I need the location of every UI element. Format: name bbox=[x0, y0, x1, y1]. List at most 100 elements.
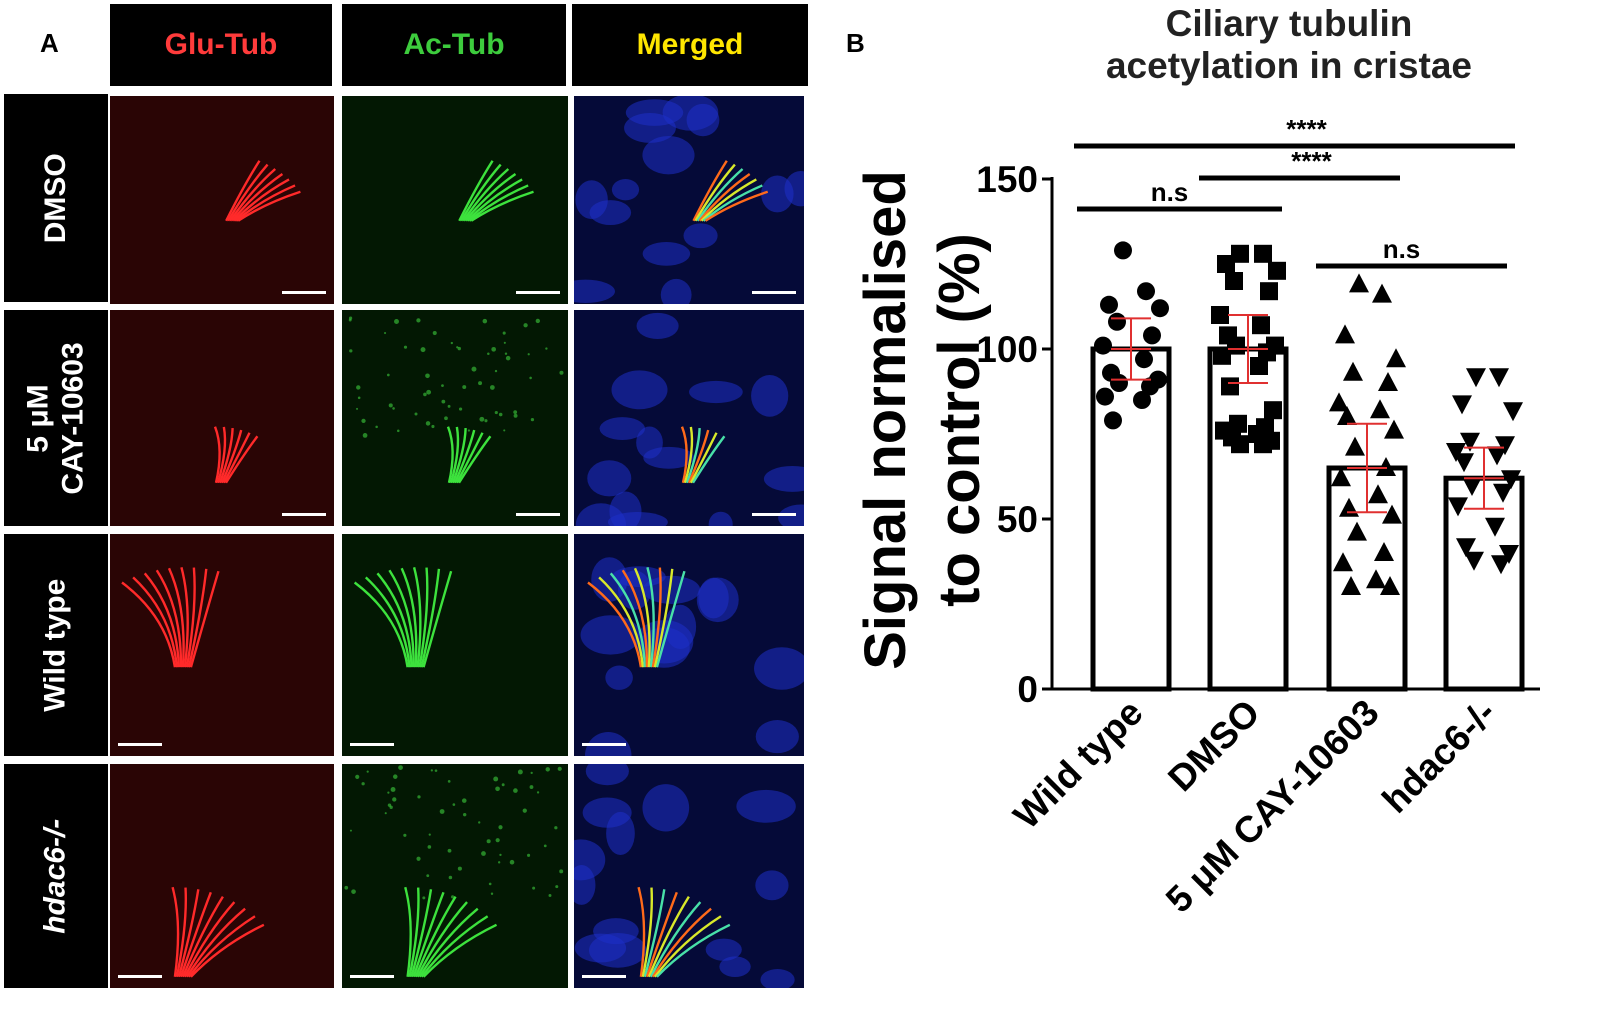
panel-a-letter: A bbox=[40, 28, 59, 58]
micrograph-r2-c3 bbox=[574, 310, 804, 526]
data-point bbox=[1141, 377, 1159, 396]
data-point bbox=[1231, 244, 1249, 263]
row-header-line-2: CAY-10603 bbox=[56, 341, 89, 495]
data-point bbox=[1213, 346, 1231, 365]
bar-2 bbox=[1207, 346, 1289, 692]
data-point bbox=[1372, 283, 1392, 303]
data-point bbox=[1380, 576, 1400, 595]
data-points bbox=[1094, 241, 1523, 595]
row-header-hdac6: hdac6-/- bbox=[4, 764, 108, 988]
data-point bbox=[1335, 324, 1355, 344]
row-header-line-1: 5 μM bbox=[21, 383, 55, 453]
data-point bbox=[1217, 255, 1235, 273]
data-point bbox=[1386, 348, 1406, 368]
row-header-label: hdac6-/- bbox=[38, 818, 72, 934]
data-point bbox=[1211, 306, 1229, 324]
scale-bar bbox=[752, 291, 796, 294]
y-ticks: 0 50 100 150 bbox=[976, 159, 1052, 710]
data-point bbox=[1464, 551, 1484, 571]
x-tick-label: Wild type bbox=[1006, 692, 1151, 837]
y-tick-label: 100 bbox=[976, 329, 1038, 370]
data-point bbox=[1349, 273, 1369, 293]
row-header-label: 5 μM CAY-10603 bbox=[22, 342, 91, 494]
data-point bbox=[1254, 435, 1272, 454]
data-point bbox=[1135, 350, 1153, 369]
micrograph-r1-c3 bbox=[574, 96, 804, 304]
data-point bbox=[1491, 555, 1511, 575]
x-tick-label: DMSO bbox=[1160, 692, 1267, 799]
micrograph-r2-c1 bbox=[110, 310, 334, 526]
data-point bbox=[1110, 374, 1128, 392]
row-header-wild-type: Wild type bbox=[4, 534, 108, 756]
row-header-cay: 5 μM CAY-10603 bbox=[4, 310, 108, 526]
data-point bbox=[1221, 377, 1239, 396]
scale-bar bbox=[582, 975, 626, 978]
y-tick-label: 0 bbox=[1017, 669, 1038, 710]
data-point bbox=[1456, 538, 1476, 558]
significance-label: n.s bbox=[1383, 234, 1421, 264]
data-point bbox=[1503, 402, 1523, 422]
data-point bbox=[1347, 521, 1367, 541]
data-point bbox=[1366, 569, 1386, 589]
row-header-label: Wild type bbox=[38, 578, 72, 712]
scale-bar bbox=[118, 975, 162, 978]
y-tick-label: 50 bbox=[997, 499, 1038, 540]
column-header-merged: Merged bbox=[572, 4, 808, 86]
data-point bbox=[1501, 470, 1521, 490]
scale-bar bbox=[350, 743, 394, 746]
data-point bbox=[1485, 517, 1505, 537]
data-point bbox=[1137, 282, 1155, 301]
data-point bbox=[1254, 244, 1272, 263]
micrograph-r1-c2 bbox=[342, 96, 568, 304]
data-point bbox=[1100, 295, 1118, 314]
scale-bar bbox=[282, 513, 326, 516]
bars bbox=[1090, 346, 1525, 692]
data-point bbox=[1096, 387, 1114, 406]
data-point bbox=[1151, 299, 1169, 318]
micrograph-r1-c1 bbox=[110, 96, 334, 304]
column-header-label: Glu-Tub bbox=[164, 28, 278, 61]
data-point bbox=[1264, 401, 1282, 420]
data-point bbox=[1143, 326, 1161, 345]
y-axis-label-line: to control (%) bbox=[927, 233, 992, 607]
y-tick-label: 150 bbox=[976, 159, 1038, 200]
micrograph-r4-c2 bbox=[342, 764, 568, 988]
data-point bbox=[1250, 357, 1268, 375]
x-tick-label: 5 μM CAY-10603 bbox=[1158, 692, 1387, 921]
data-point bbox=[1252, 316, 1270, 335]
data-point bbox=[1454, 453, 1474, 473]
scale-bar bbox=[350, 975, 394, 978]
data-point bbox=[1489, 368, 1509, 388]
significance-label: **** bbox=[1291, 146, 1332, 176]
column-header-glu-tub: Glu-Tub bbox=[110, 4, 332, 86]
x-tick-label: hdac6-/- bbox=[1374, 692, 1503, 821]
data-point bbox=[1258, 343, 1276, 362]
significance-brackets: ******** n.s n.s bbox=[1074, 114, 1515, 269]
micrograph-r3-c1 bbox=[110, 534, 334, 756]
data-point bbox=[1448, 497, 1468, 517]
data-point bbox=[1452, 395, 1472, 415]
panel-b-letter: B bbox=[846, 28, 865, 58]
data-point bbox=[1345, 436, 1365, 456]
data-point bbox=[1343, 361, 1363, 381]
scale-bar bbox=[516, 291, 560, 294]
data-point bbox=[1460, 432, 1480, 452]
data-point bbox=[1229, 414, 1247, 433]
data-point bbox=[1329, 392, 1349, 412]
error-bars bbox=[1111, 314, 1504, 514]
column-header-label: Ac-Tub bbox=[403, 28, 505, 61]
micrograph-r4-c1 bbox=[110, 764, 334, 988]
column-header-ac-tub: Ac-Tub bbox=[342, 4, 566, 86]
data-point bbox=[1370, 399, 1390, 419]
data-point bbox=[1231, 435, 1249, 454]
data-point bbox=[1337, 406, 1357, 425]
data-point bbox=[1368, 484, 1388, 504]
data-point bbox=[1133, 391, 1151, 409]
data-point bbox=[1487, 446, 1507, 466]
micrograph-r4-c3 bbox=[574, 764, 804, 988]
data-point bbox=[1333, 552, 1353, 572]
data-point bbox=[1104, 411, 1122, 430]
significance-label: **** bbox=[1286, 114, 1327, 144]
data-point bbox=[1374, 542, 1394, 561]
